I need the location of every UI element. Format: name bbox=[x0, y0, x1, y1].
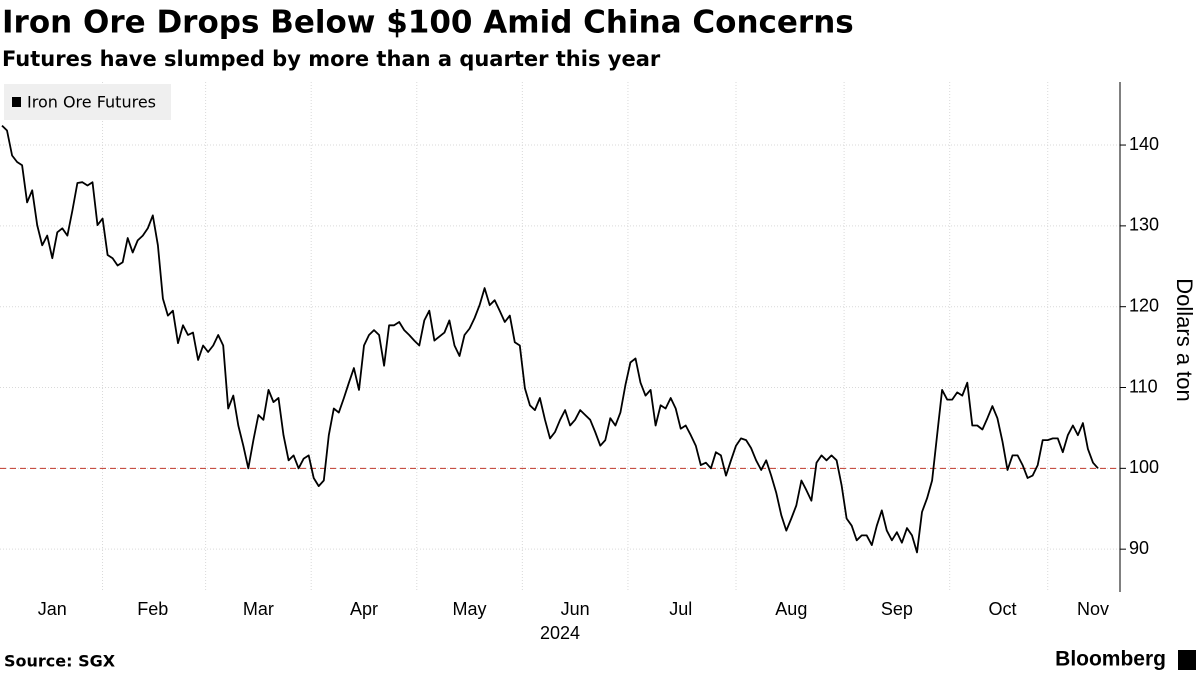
y-tick-label: 100 bbox=[1129, 457, 1159, 477]
x-tick-label: Apr bbox=[350, 599, 378, 619]
brand-icon bbox=[1178, 650, 1196, 670]
y-tick-label: 130 bbox=[1129, 215, 1159, 235]
x-tick-label: Jan bbox=[38, 599, 67, 619]
x-tick-label: Feb bbox=[137, 599, 168, 619]
y-tick-label: 140 bbox=[1129, 134, 1159, 154]
x-tick-label: Oct bbox=[988, 599, 1016, 619]
x-tick-label: Jun bbox=[561, 599, 590, 619]
legend-box bbox=[4, 84, 171, 120]
line-series bbox=[1, 124, 1099, 554]
brand: Bloomberg bbox=[1055, 648, 1166, 671]
x-tick-label: Jul bbox=[669, 599, 692, 619]
x-tick-label: Mar bbox=[243, 599, 274, 619]
y-tick-label: 120 bbox=[1129, 295, 1159, 315]
x-tick-label: Aug bbox=[775, 599, 807, 619]
x-tick-label: Nov bbox=[1077, 599, 1109, 619]
y-tick-label: 90 bbox=[1129, 538, 1149, 558]
x-tick-label: Sep bbox=[881, 599, 913, 619]
x-axis-label: 2024 bbox=[540, 623, 580, 643]
legend-label: Iron Ore Futures bbox=[27, 93, 156, 112]
source: Source: SGX bbox=[4, 652, 116, 671]
y-axis-label: Dollars a ton bbox=[1172, 278, 1197, 402]
legend-swatch bbox=[12, 97, 21, 107]
x-tick-label: May bbox=[453, 599, 487, 619]
chart-subtitle: Futures have slumped by more than a quar… bbox=[2, 47, 661, 71]
chart-title: Iron Ore Drops Below $100 Amid China Con… bbox=[2, 5, 854, 41]
y-tick-label: 110 bbox=[1129, 376, 1158, 396]
